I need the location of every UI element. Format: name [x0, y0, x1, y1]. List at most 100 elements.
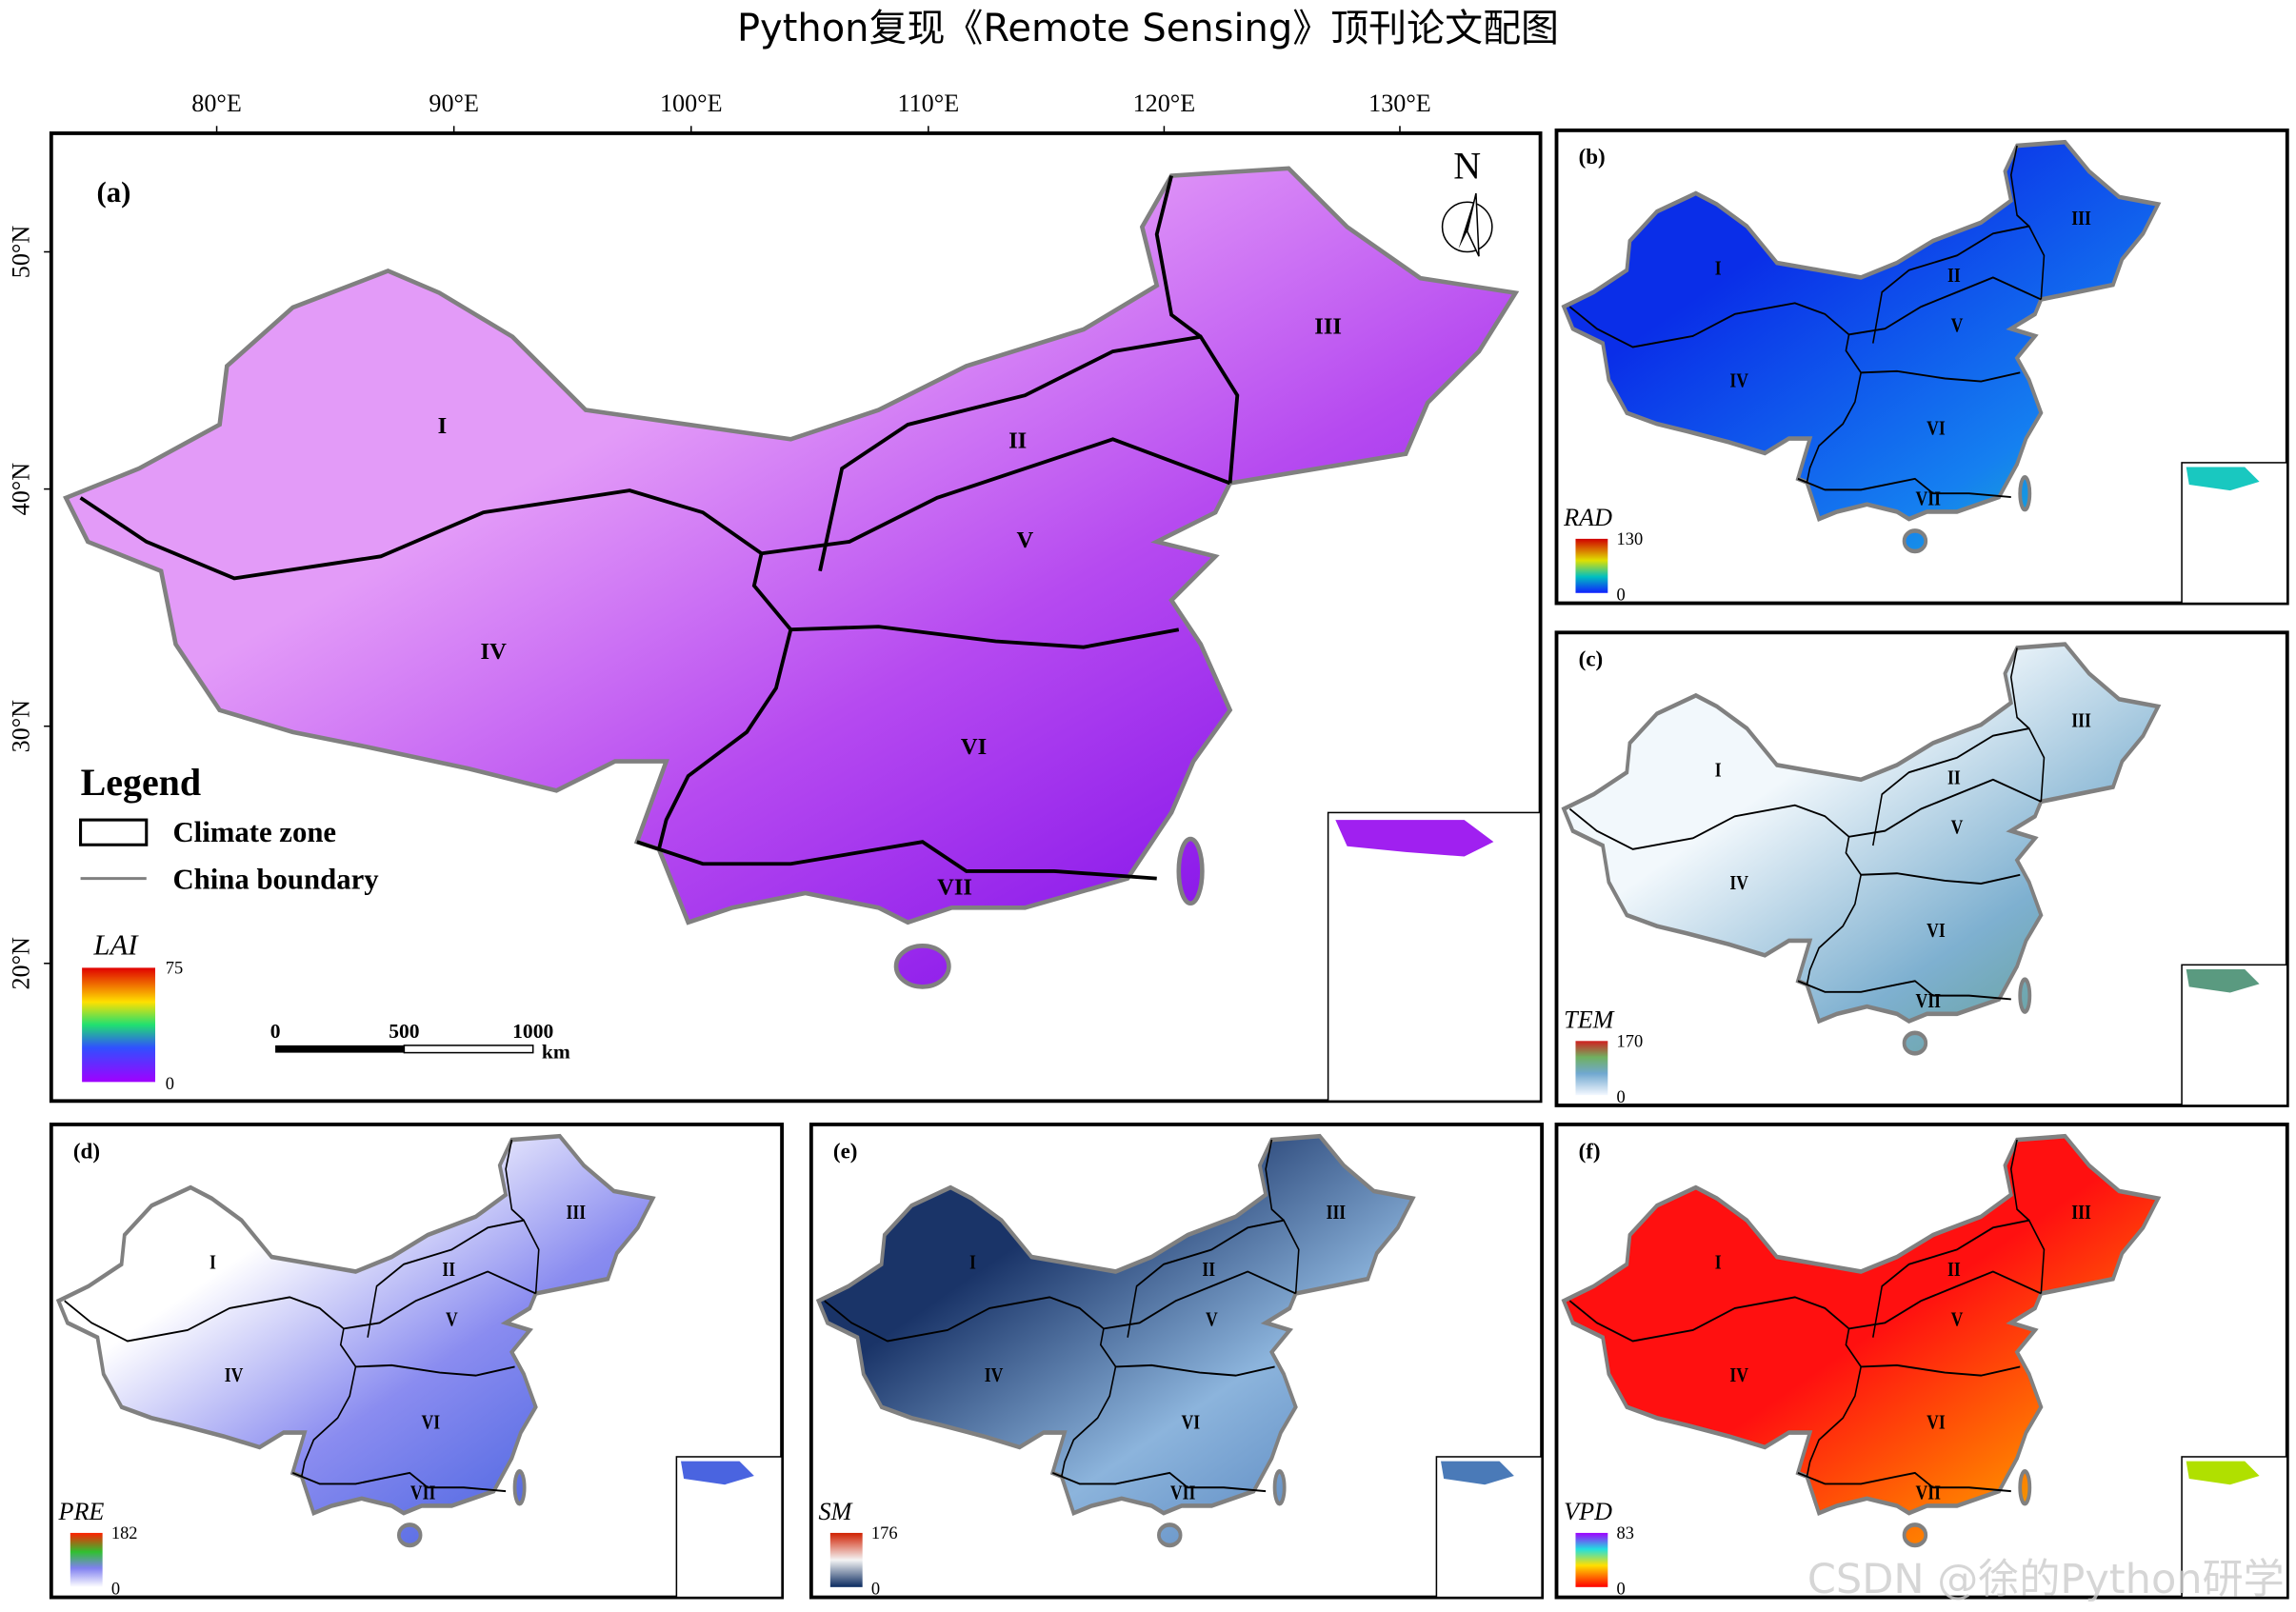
zone-label: I — [1715, 1251, 1722, 1274]
scalebar-tick: 500 — [389, 1020, 419, 1043]
colorbar-name: TEM — [1564, 1005, 1614, 1033]
legend-item: China boundary — [172, 863, 379, 895]
colorbar-max: 130 — [1617, 529, 1644, 548]
lat-label: 30°N — [8, 700, 35, 753]
legend-title: Legend — [81, 761, 202, 804]
zone-label: III — [2071, 1202, 2091, 1224]
lon-label: 120°E — [1133, 90, 1196, 117]
zone-label: IV — [1729, 872, 1748, 895]
zone-label: II — [1947, 264, 1961, 287]
lon-label: 90°E — [429, 90, 479, 117]
panel-label: (c) — [1579, 647, 1604, 671]
zone-label: VI — [1182, 1411, 1201, 1434]
panel-label: (e) — [833, 1138, 858, 1163]
panel-a: (a) 80°E 90°E 100°E 110°E 120°E 130°E 50°N 40°… — [8, 90, 1543, 1104]
zone-label: V — [1951, 1308, 1964, 1331]
inset — [1327, 811, 1542, 1103]
figure-title: Python复现《Remote Sensing》顶刊论文配图 — [737, 7, 1559, 50]
inset-map — [2186, 968, 2260, 993]
legend-item: Climate zone — [172, 816, 336, 848]
compass — [1441, 201, 1493, 253]
panel-label: (b) — [1579, 144, 1606, 169]
panel-label: (f) — [1579, 1138, 1601, 1163]
legend-swatch — [79, 818, 149, 846]
lon-label: 110°E — [898, 90, 960, 117]
colorbar — [1575, 1532, 1608, 1587]
zone-label: VI — [1927, 920, 1946, 943]
zone-label: II — [1202, 1258, 1215, 1281]
zone-label: VII — [1916, 989, 1941, 1012]
colorbar — [1575, 1041, 1608, 1096]
north-label: N — [1453, 145, 1481, 188]
lon-label: 80°E — [191, 90, 242, 117]
zone-label: VI — [1927, 1411, 1946, 1434]
colorbar-name: VPD — [1564, 1498, 1612, 1525]
colorbar-min: 0 — [1617, 1580, 1626, 1599]
colorbar-max: 75 — [166, 959, 183, 978]
colorbar-name: PRE — [58, 1498, 105, 1525]
colorbar-name: SM — [819, 1498, 853, 1525]
inset-map — [2186, 1461, 2260, 1485]
zone-label: VI — [1927, 417, 1946, 440]
north-arrow — [1466, 192, 1480, 257]
zone-label: IV — [225, 1363, 244, 1386]
colorbar-min: 0 — [871, 1580, 880, 1599]
zone-label: VII — [1170, 1482, 1195, 1504]
zone-label: III — [1314, 314, 1342, 340]
scalebar-unit: km — [542, 1041, 570, 1064]
colorbar-min: 0 — [1617, 585, 1626, 604]
colorbar-min: 0 — [1617, 1087, 1626, 1106]
zone-label: I — [969, 1251, 976, 1274]
scalebar-tick: 1000 — [512, 1020, 553, 1043]
colorbar-min: 0 — [166, 1074, 174, 1093]
panel-label: (a) — [96, 176, 130, 209]
zone-label: VI — [421, 1411, 440, 1434]
zone-label: III — [567, 1202, 587, 1224]
colorbar-name: LAI — [92, 929, 139, 962]
zone-label: III — [2071, 207, 2091, 229]
lon-label: 100°E — [660, 90, 723, 117]
zone-label: III — [2071, 709, 2091, 732]
zone-label: V — [1206, 1308, 1218, 1331]
scalebar — [403, 1045, 534, 1054]
zone-label: IV — [1729, 1363, 1748, 1386]
panel-label: (d) — [73, 1138, 100, 1163]
inset-map — [1441, 1461, 1514, 1485]
colorbar — [829, 1532, 863, 1587]
zone-label: II — [1947, 1258, 1961, 1281]
inset-map — [680, 1461, 754, 1485]
zone-label: I — [1715, 257, 1722, 280]
zone-label: II — [1947, 766, 1961, 789]
zone-label: VII — [1916, 1482, 1941, 1504]
colorbar-name: RAD — [1563, 504, 1612, 531]
zone-label: VI — [961, 734, 987, 760]
inset-map — [1335, 820, 1494, 857]
zone-label: V — [1016, 527, 1033, 553]
scalebar-tick: 0 — [270, 1020, 281, 1043]
zone-label: I — [438, 413, 448, 439]
zone-label: IV — [985, 1363, 1004, 1386]
zone-label: VII — [410, 1482, 435, 1504]
scalebar — [275, 1045, 405, 1053]
zone-label: V — [1951, 816, 1964, 839]
watermark: CSDN @徐的Python研学 — [1807, 1556, 2285, 1603]
colorbar — [1575, 538, 1608, 593]
zone-label: V — [1951, 314, 1964, 337]
lon-label: 130°E — [1368, 90, 1431, 117]
zone-label: I — [210, 1251, 216, 1274]
zone-label: IV — [1729, 369, 1748, 392]
zone-label: III — [1327, 1202, 1347, 1224]
north-arrow — [1458, 193, 1476, 249]
inset-map — [2186, 467, 2260, 491]
colorbar-max: 83 — [1617, 1523, 1634, 1542]
zone-label: V — [446, 1308, 458, 1331]
